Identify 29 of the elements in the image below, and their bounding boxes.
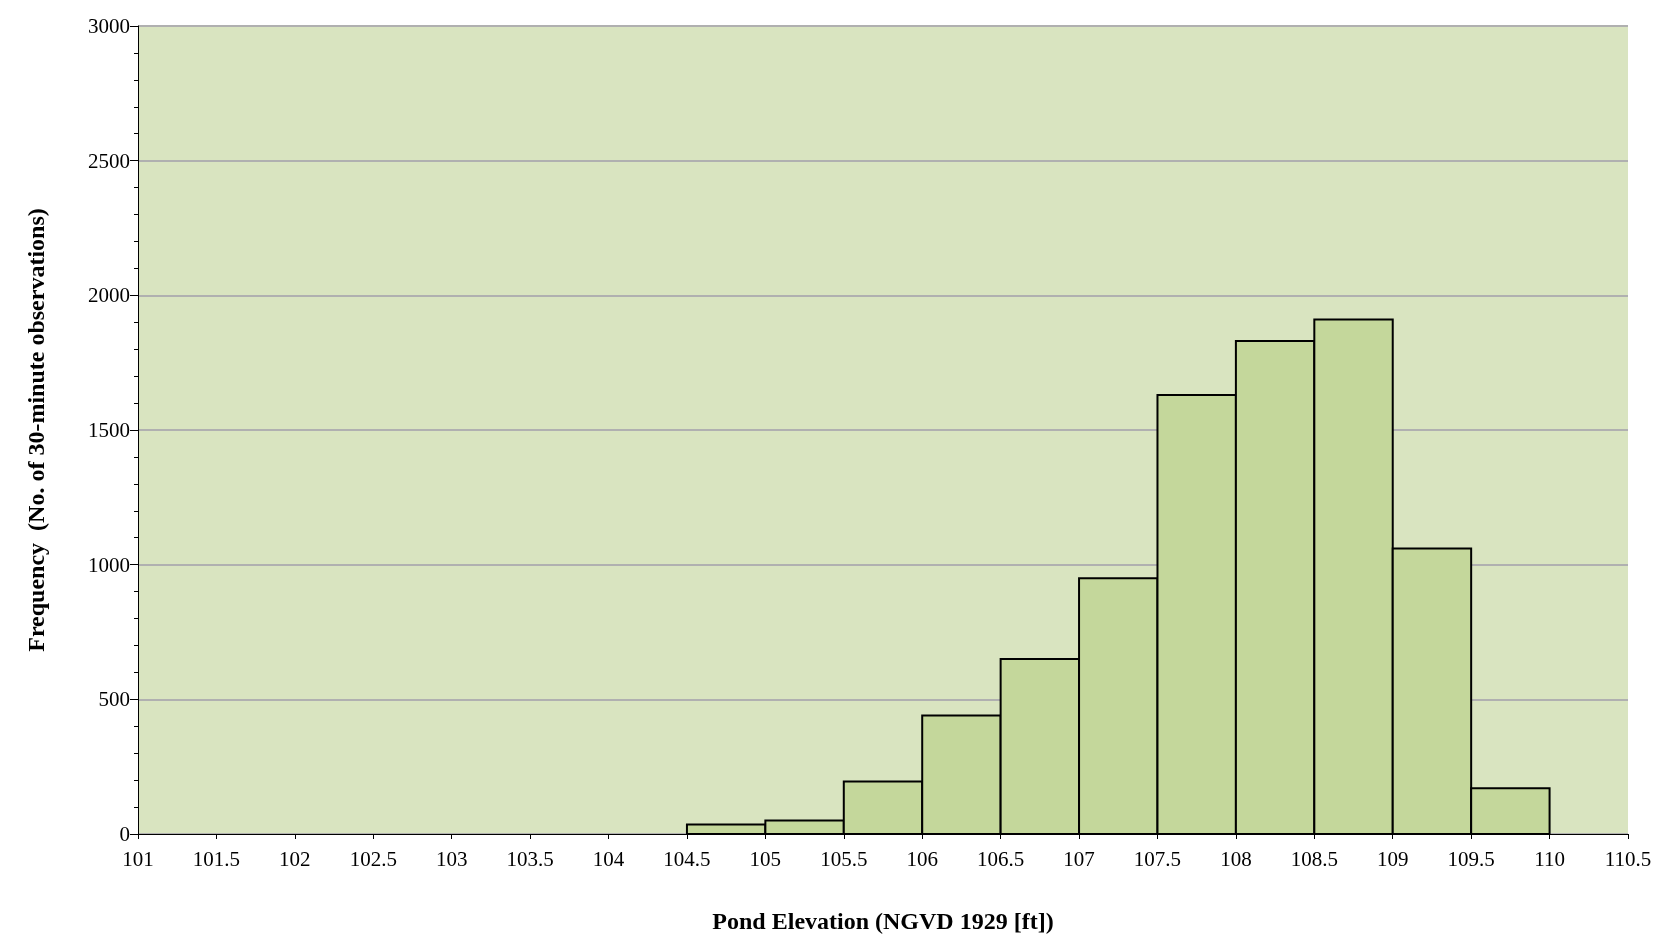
x-tick-label: 104	[592, 846, 625, 871]
x-tick-label: 107.5	[1133, 846, 1182, 871]
x-tick-label: 110.5	[1604, 846, 1652, 871]
x-axis-title: Pond Elevation (NGVD 1929 [ft])	[712, 908, 1054, 934]
y-tick-label: 2000	[88, 283, 130, 308]
x-tick-label: 104.5	[663, 846, 711, 871]
y-tick-label: 1500	[88, 418, 130, 442]
x-tick-label: 105	[749, 846, 782, 871]
x-tick-label: 103.5	[506, 846, 554, 871]
x-tick-label: 106.5	[977, 846, 1025, 871]
x-tick-label: 103	[435, 846, 468, 871]
x-tick-label: 106	[906, 846, 938, 871]
x-tick-label: 102	[279, 846, 311, 871]
x-tick-label: 101.5	[192, 846, 241, 871]
x-tick-label: 109.5	[1447, 846, 1495, 871]
y-tick-label: 3000	[88, 14, 130, 38]
y-tick-label: 0	[119, 822, 130, 846]
x-tick-label: 108	[1220, 846, 1252, 871]
x-tick-label: 109	[1376, 846, 1409, 871]
x-tick-label: 105.5	[820, 846, 868, 871]
x-tick-label: 101	[122, 846, 154, 871]
x-tick-label: 102.5	[349, 846, 397, 871]
y-tick-label: 500	[98, 687, 130, 712]
x-tick-label: 110	[1534, 846, 1565, 871]
y-tick-label: 1000	[88, 552, 130, 577]
y-tick-label: 2500	[88, 148, 130, 173]
y-axis-title: Frequency (No. of 30-minute observations)	[23, 208, 49, 652]
x-tick-label: 107	[1063, 846, 1095, 871]
x-tick-label: 108.5	[1290, 846, 1338, 871]
